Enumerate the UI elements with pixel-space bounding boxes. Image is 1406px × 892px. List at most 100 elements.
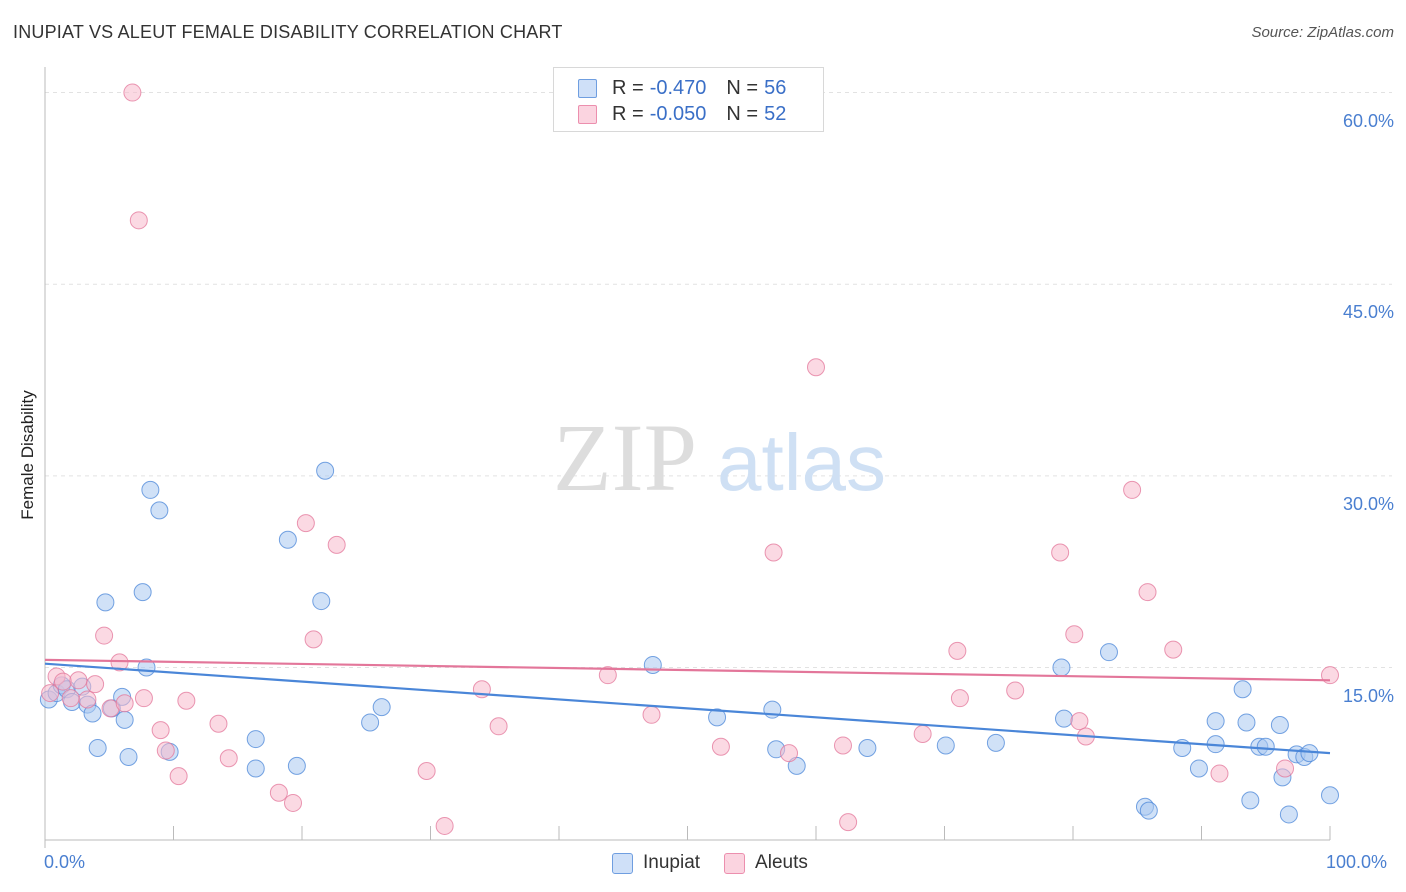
y-tick-label: 30.0% bbox=[1342, 493, 1394, 514]
data-point bbox=[417, 762, 436, 781]
data-point bbox=[110, 653, 129, 672]
stats-r-value: -0.470 bbox=[649, 76, 707, 99]
data-point bbox=[246, 730, 265, 749]
data-point bbox=[156, 741, 175, 760]
stats-n-value: 52 bbox=[764, 102, 787, 125]
legend-swatch-aleuts bbox=[724, 852, 746, 874]
data-point bbox=[435, 816, 454, 835]
data-point bbox=[169, 767, 188, 786]
data-point bbox=[643, 655, 662, 674]
data-point bbox=[115, 710, 134, 729]
data-point bbox=[129, 211, 148, 230]
data-point bbox=[304, 630, 323, 649]
y-tick-label: 60.0% bbox=[1342, 110, 1394, 131]
data-point bbox=[1065, 625, 1084, 644]
axes bbox=[44, 67, 1331, 848]
data-point bbox=[1210, 764, 1229, 783]
stats-n-label: N = bbox=[726, 102, 759, 125]
stats-n-label: N = bbox=[726, 76, 759, 99]
data-point bbox=[1279, 805, 1298, 824]
data-point bbox=[1276, 759, 1295, 778]
correlation-stats-box: R = -0.470 N = 56 R = -0.050 N = 52 bbox=[553, 67, 824, 132]
data-point bbox=[134, 689, 153, 708]
legend-item-inupiat[interactable]: Inupiat bbox=[612, 852, 700, 874]
data-point bbox=[1051, 543, 1070, 562]
data-point bbox=[96, 593, 115, 612]
watermark: ZIP atlas bbox=[553, 404, 886, 511]
data-point bbox=[123, 83, 142, 102]
data-point bbox=[764, 543, 783, 562]
series-inupiat bbox=[39, 461, 1339, 824]
data-point bbox=[327, 535, 346, 554]
data-point bbox=[296, 514, 315, 533]
stats-n-value: 56 bbox=[764, 76, 787, 99]
data-point bbox=[119, 747, 138, 766]
stats-swatch-aleuts bbox=[578, 104, 597, 124]
data-point bbox=[807, 358, 825, 377]
grid-lines bbox=[45, 92, 1392, 669]
data-point bbox=[1241, 791, 1260, 810]
data-point bbox=[78, 690, 97, 709]
data-point bbox=[1139, 801, 1158, 820]
stats-row-inupiat: R = -0.470 N = 56 bbox=[578, 75, 786, 101]
data-points bbox=[39, 83, 1339, 835]
data-point bbox=[1006, 681, 1025, 700]
x-tick-label-max: 100.0% bbox=[1326, 852, 1388, 872]
data-point bbox=[115, 694, 134, 713]
stats-r-value: -0.050 bbox=[649, 102, 707, 125]
data-point bbox=[141, 480, 160, 499]
legend-swatch-inupiat bbox=[612, 852, 633, 874]
data-point bbox=[1189, 759, 1208, 778]
data-point bbox=[269, 783, 288, 802]
data-point bbox=[1237, 713, 1256, 732]
data-point bbox=[598, 666, 617, 685]
stats-row-aleuts: R = -0.050 N = 52 bbox=[578, 101, 786, 127]
data-point bbox=[177, 691, 196, 710]
data-point bbox=[95, 626, 114, 645]
data-point bbox=[284, 793, 303, 812]
data-point bbox=[950, 689, 969, 708]
data-point bbox=[86, 675, 105, 694]
data-point bbox=[986, 733, 1005, 752]
chart-title: INUPIAT VS ALEUT FEMALE DISABILITY CORRE… bbox=[13, 22, 563, 42]
data-point bbox=[489, 717, 508, 736]
y-tick-label: 15.0% bbox=[1342, 685, 1394, 706]
legend-label-inupiat: Inupiat bbox=[643, 852, 701, 873]
trend-lines bbox=[44, 658, 1331, 755]
watermark-zip: ZIP bbox=[553, 404, 697, 511]
stats-swatch-inupiat bbox=[578, 78, 597, 98]
data-point bbox=[1070, 712, 1089, 731]
data-point bbox=[361, 713, 380, 732]
data-point bbox=[913, 724, 932, 743]
data-point bbox=[936, 736, 955, 755]
data-point bbox=[133, 583, 152, 602]
data-point bbox=[278, 530, 297, 549]
x-tick-label-min: 0.0% bbox=[44, 852, 86, 872]
data-point bbox=[1055, 709, 1074, 728]
data-point bbox=[839, 813, 858, 832]
data-point bbox=[1099, 643, 1118, 662]
data-point bbox=[209, 714, 228, 733]
stats-r-label: R = bbox=[612, 76, 644, 99]
data-point bbox=[219, 749, 238, 768]
data-point bbox=[61, 689, 80, 708]
data-point bbox=[1123, 480, 1142, 499]
data-point bbox=[41, 684, 60, 703]
legend-label-aleuts: Aleuts bbox=[755, 852, 808, 873]
source-label: Source: ZipAtlas.com bbox=[1251, 24, 1394, 41]
data-point bbox=[88, 739, 107, 758]
data-point bbox=[642, 705, 661, 724]
legend-item-aleuts[interactable]: Aleuts bbox=[724, 852, 808, 874]
data-point bbox=[150, 501, 169, 520]
data-point bbox=[1256, 737, 1275, 756]
data-point bbox=[1321, 786, 1339, 805]
data-point bbox=[287, 756, 306, 775]
data-point bbox=[53, 672, 72, 691]
data-point bbox=[780, 744, 799, 763]
data-point bbox=[1138, 583, 1157, 602]
data-point bbox=[372, 698, 391, 717]
series-aleuts bbox=[41, 83, 1339, 835]
data-point bbox=[1164, 640, 1183, 659]
data-point bbox=[1270, 716, 1289, 735]
